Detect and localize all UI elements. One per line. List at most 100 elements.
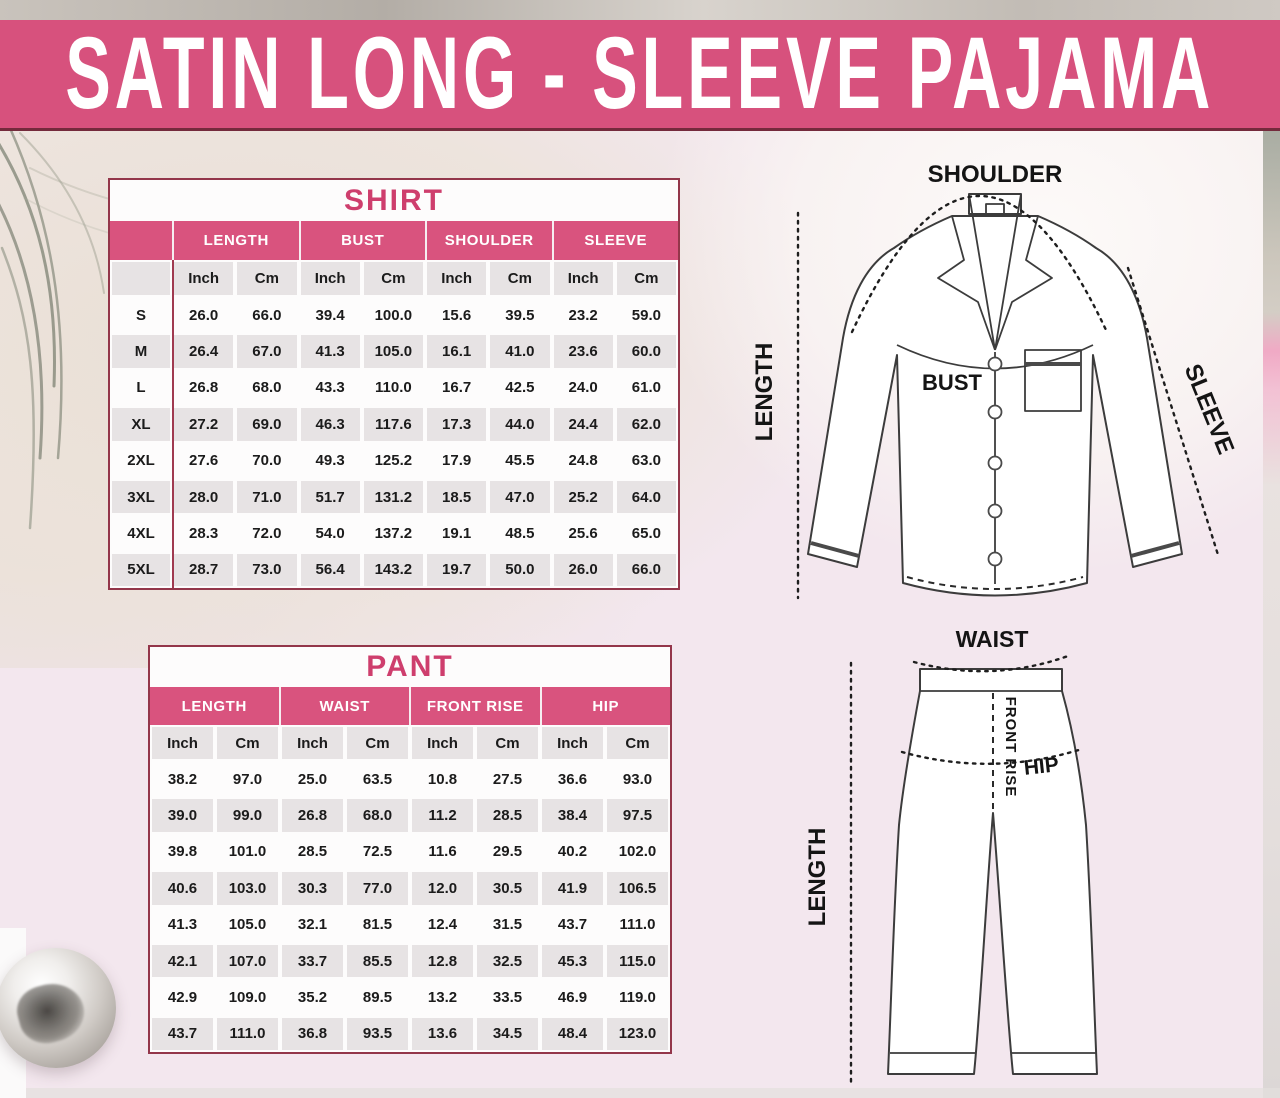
- christmas-ornament-ball: [0, 948, 116, 1068]
- value-cell: 26.4: [174, 335, 234, 368]
- value-cell: 41.3: [300, 335, 360, 368]
- table-row: 39.8 101.0 28.5 72.5 11.6 29.5 40.2 102.0: [150, 834, 670, 870]
- value-cell: 64.0: [616, 480, 676, 514]
- table-row: 38.2 97.0 25.0 63.5 10.8 27.5 36.6 93.0: [150, 761, 670, 797]
- value-cell: 119.0: [619, 989, 656, 1007]
- value-cell: 36.8: [282, 1017, 343, 1051]
- table-row: S 26.0 66.0 39.4 100.0 15.6 39.5 23.2 59.0: [110, 297, 678, 333]
- table-row: 5XL 28.7 73.0 56.4 143.2 19.7 50.0 26.0 66.0: [110, 552, 678, 588]
- left-lapel: [937, 193, 996, 351]
- value-cell: 16.1: [427, 335, 487, 368]
- value-cell: 99.0: [217, 799, 278, 832]
- size-column-spacer: [110, 221, 172, 260]
- unit-header: Cm: [347, 727, 408, 759]
- value-cell: 19.1: [442, 525, 472, 543]
- pant-table-title: PANT: [366, 650, 454, 683]
- ornament-reflection: [11, 976, 90, 1050]
- value-cell: 123.0: [607, 1017, 668, 1051]
- table-row: L 26.8 68.0 43.3 110.0 16.7 42.5 24.0 61.0: [110, 370, 678, 406]
- value-cell: 50.0: [490, 553, 550, 587]
- value-cell: 48.5: [505, 525, 535, 543]
- value-cell: 111.0: [217, 1017, 278, 1051]
- value-cell: 54.0: [315, 525, 345, 543]
- value-cell: 23.6: [553, 335, 613, 368]
- value-cell: 42.9: [167, 989, 198, 1007]
- value-cell: 42.1: [152, 944, 213, 978]
- value-cell: 72.0: [252, 525, 282, 543]
- value-cell: 61.0: [631, 379, 661, 397]
- size-unit-spacer: [112, 262, 170, 295]
- value-cell: 15.6: [442, 306, 472, 324]
- value-cell: 115.0: [607, 944, 668, 978]
- value-cell: 18.5: [427, 480, 487, 514]
- value-cell: 100.0: [374, 306, 413, 324]
- value-cell: 93.0: [622, 770, 653, 788]
- value-cell: 73.0: [237, 553, 297, 587]
- value-cell: 24.0: [568, 379, 598, 397]
- value-cell: 109.0: [228, 989, 267, 1007]
- size-label: XL: [112, 408, 170, 441]
- value-cell: 65.0: [631, 525, 661, 543]
- value-cell: 125.2: [374, 452, 413, 470]
- table-row: 2XL 27.6 70.0 49.3 125.2 17.9 45.5 24.8 63.0: [110, 443, 678, 479]
- value-cell: 106.5: [607, 872, 668, 905]
- unit-header: Cm: [490, 262, 550, 295]
- shirt-measurement-diagram: SHOULDER LENGTH SLEEVE BUST: [751, 161, 1240, 600]
- value-cell: 66.0: [252, 306, 282, 324]
- pant-table-body: 38.2 97.0 25.0 63.5 10.8 27.5 36.6 93.0 39.0 99.0…: [150, 761, 670, 1052]
- value-cell: 117.6: [363, 408, 423, 441]
- column-group-header: HIP: [539, 687, 671, 725]
- top-texture-band: [0, 0, 1280, 21]
- right-lapel: [994, 193, 1053, 351]
- table-row: 40.6 103.0 30.3 77.0 12.0 30.5 41.9 106.5: [150, 870, 670, 906]
- value-cell: 12.4: [427, 916, 458, 934]
- value-cell: 46.3: [300, 408, 360, 441]
- value-cell: 12.0: [412, 872, 473, 905]
- table-row: 4XL 28.3 72.0 54.0 137.2 19.1 48.5 25.6 65.0: [110, 515, 678, 551]
- value-cell: 66.0: [616, 553, 676, 587]
- value-cell: 41.9: [542, 872, 603, 905]
- table-row: 43.7 111.0 36.8 93.5 13.6 34.5 48.4 123.0: [150, 1016, 670, 1052]
- size-label: S: [135, 306, 146, 324]
- value-cell: 27.2: [174, 408, 234, 441]
- shirt-buttons: [987, 356, 1003, 567]
- value-cell: 131.2: [363, 480, 423, 514]
- value-cell: 32.5: [477, 944, 538, 978]
- table-row: 3XL 28.0 71.0 51.7 131.2 18.5 47.0 25.2 64.0: [110, 479, 678, 515]
- value-cell: 33.5: [492, 989, 523, 1007]
- value-cell: 59.0: [631, 306, 661, 324]
- poster-title: SATIN LONG - SLEEVE PAJAMA: [65, 17, 1215, 131]
- value-cell: 137.2: [374, 525, 413, 543]
- shirt-size-table: SHIRT LENGTH BUST SHOULDER SLEEVE Inch Cm Inc…: [108, 178, 680, 590]
- value-cell: 30.5: [477, 872, 538, 905]
- unit-header: Inch: [300, 262, 360, 295]
- size-column-divider: [172, 260, 174, 588]
- sleeve-label: SLEEVE: [1179, 360, 1240, 458]
- title-banner: SATIN LONG - SLEEVE PAJAMA: [0, 17, 1280, 131]
- table-row: 42.9 109.0 35.2 89.5 13.2 33.5 46.9 119.0: [150, 979, 670, 1015]
- pant-column-headers: LENGTH WAIST FRONT RISE HIP: [150, 687, 670, 725]
- column-group-header: BUST: [298, 221, 426, 260]
- value-cell: 19.7: [427, 553, 487, 587]
- value-cell: 63.0: [631, 452, 661, 470]
- unit-header: Inch: [542, 727, 603, 759]
- value-cell: 93.5: [347, 1017, 408, 1051]
- value-cell: 56.4: [300, 553, 360, 587]
- shoulder-measure-arc: [850, 194, 1108, 334]
- value-cell: 97.0: [232, 770, 263, 788]
- length-label: LENGTH: [751, 343, 778, 442]
- value-cell: 28.5: [477, 799, 538, 832]
- right-edge-texture: [1263, 128, 1280, 1098]
- size-label: M: [112, 335, 170, 368]
- shoulder-label: SHOULDER: [928, 161, 1063, 188]
- value-cell: 26.8: [189, 379, 219, 397]
- size-label: L: [136, 379, 146, 397]
- value-cell: 31.5: [492, 916, 523, 934]
- value-cell: 23.2: [568, 306, 598, 324]
- value-cell: 24.8: [568, 452, 598, 470]
- value-cell: 38.4: [542, 799, 603, 832]
- value-cell: 28.3: [189, 525, 219, 543]
- value-cell: 33.7: [282, 944, 343, 978]
- unit-header: Inch: [553, 262, 613, 295]
- column-group-header: SHOULDER: [425, 221, 552, 260]
